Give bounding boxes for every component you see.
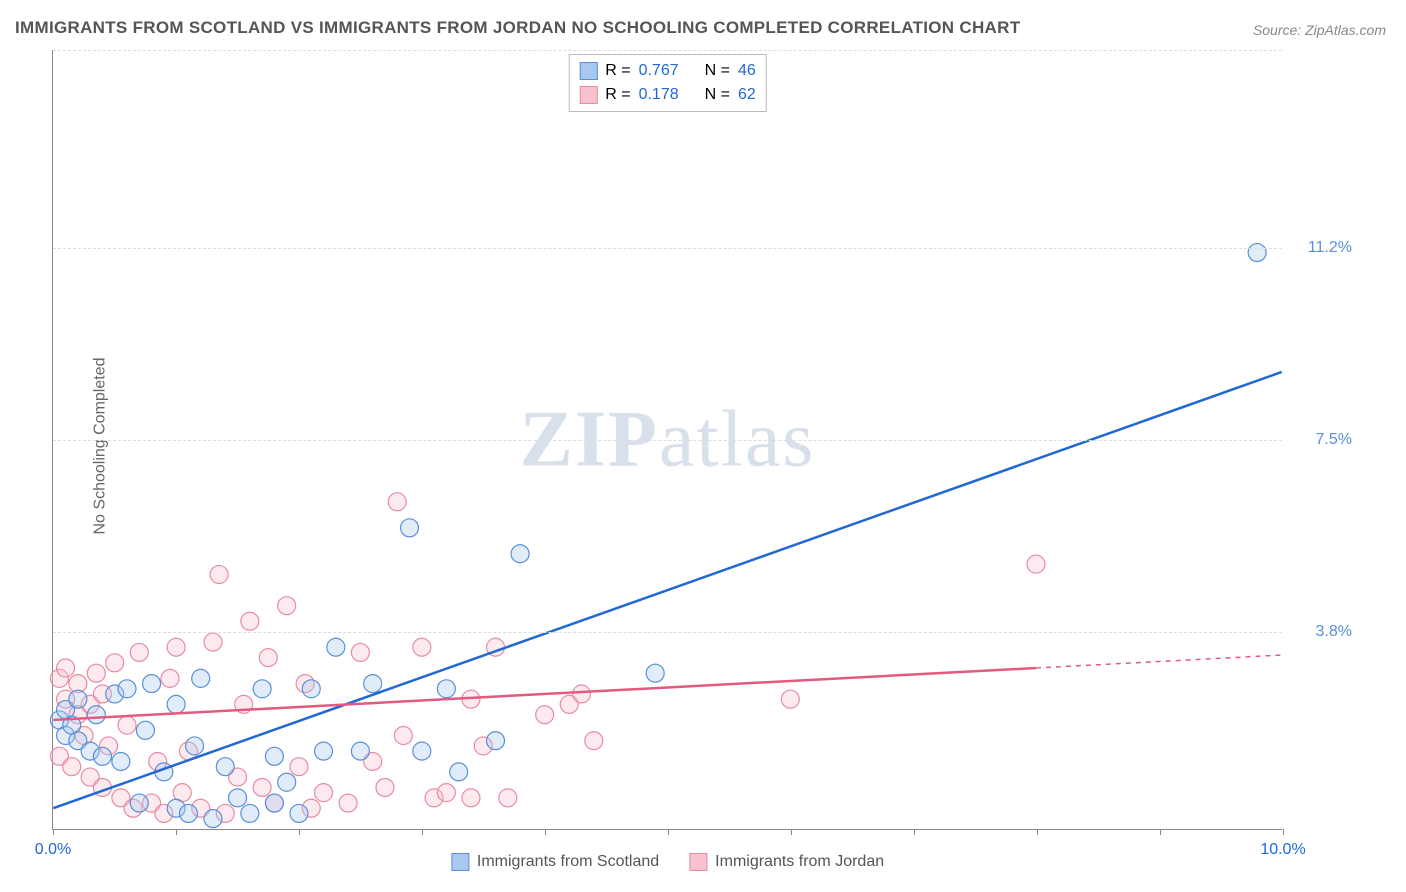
data-point [192,669,210,687]
data-point [437,784,455,802]
x-tick [53,829,54,835]
x-tick [1283,829,1284,835]
data-point [136,721,154,739]
data-point [204,810,222,828]
gridline [53,632,1282,633]
data-point [130,794,148,812]
y-tick-label: 11.2% [1292,239,1352,257]
data-point [1248,244,1266,262]
regression-line-extrapolated [1036,655,1282,668]
data-point [118,680,136,698]
data-point [327,638,345,656]
data-point [265,747,283,765]
data-point [315,742,333,760]
data-point [394,727,412,745]
data-point [1027,555,1045,573]
data-point [278,597,296,615]
data-point [499,789,517,807]
x-tick [176,829,177,835]
x-tick [422,829,423,835]
data-point [388,493,406,511]
swatch-jordan-icon [689,853,707,871]
data-point [364,675,382,693]
data-point [216,758,234,776]
x-tick [545,829,546,835]
x-tick [1037,829,1038,835]
data-point [265,794,283,812]
data-point [536,706,554,724]
data-point [278,773,296,791]
data-point [87,664,105,682]
y-tick-label: 3.8% [1292,623,1352,641]
data-point [351,643,369,661]
data-point [315,784,333,802]
gridline [53,248,1282,249]
data-point [161,669,179,687]
data-point [413,638,431,656]
data-point [130,643,148,661]
data-point [112,752,130,770]
source-label: Source: ZipAtlas.com [1253,22,1386,38]
data-point [253,778,271,796]
data-point [87,706,105,724]
data-point [302,680,320,698]
data-point [57,659,75,677]
data-point [253,680,271,698]
x-tick-label: 0.0% [35,841,71,859]
data-point [646,664,664,682]
data-point [204,633,222,651]
chart-container: IMMIGRANTS FROM SCOTLAND VS IMMIGRANTS F… [0,0,1406,892]
data-point [69,690,87,708]
data-point [186,737,204,755]
data-point [167,695,185,713]
chart-title: IMMIGRANTS FROM SCOTLAND VS IMMIGRANTS F… [15,18,1020,38]
x-tick [791,829,792,835]
legend-item-scotland: Immigrants from Scotland [451,853,659,871]
data-point [106,654,124,672]
swatch-scotland-icon [451,853,469,871]
x-tick-label: 10.0% [1260,841,1305,859]
data-point [462,789,480,807]
data-point [241,612,259,630]
legend-series: Immigrants from Scotland Immigrants from… [451,853,884,871]
data-point [437,680,455,698]
data-point [401,519,419,537]
regression-line [53,372,1281,808]
y-tick-label: 7.5% [1292,431,1352,449]
data-point [585,732,603,750]
data-point [259,649,277,667]
data-point [93,747,111,765]
data-point [229,789,247,807]
data-point [167,638,185,656]
x-tick [914,829,915,835]
data-point [241,804,259,822]
data-point [450,763,468,781]
data-point [118,716,136,734]
gridline [53,440,1282,441]
legend-item-jordan: Immigrants from Jordan [689,853,884,871]
data-point [573,685,591,703]
data-point [290,758,308,776]
gridline [53,50,1282,51]
data-point [511,545,529,563]
data-point [143,675,161,693]
data-point [339,794,357,812]
x-tick [668,829,669,835]
data-point [413,742,431,760]
data-point [210,566,228,584]
data-point [487,732,505,750]
data-point [351,742,369,760]
data-point [290,804,308,822]
data-point [376,778,394,796]
legend-label-scotland: Immigrants from Scotland [477,853,659,871]
data-point [63,758,81,776]
data-point [781,690,799,708]
data-point [179,804,197,822]
x-tick [299,829,300,835]
plot-area: ZIPatlas R = 0.767 N = 46 R = 0.178 N = … [52,50,1282,830]
x-tick [1160,829,1161,835]
legend-label-jordan: Immigrants from Jordan [715,853,884,871]
